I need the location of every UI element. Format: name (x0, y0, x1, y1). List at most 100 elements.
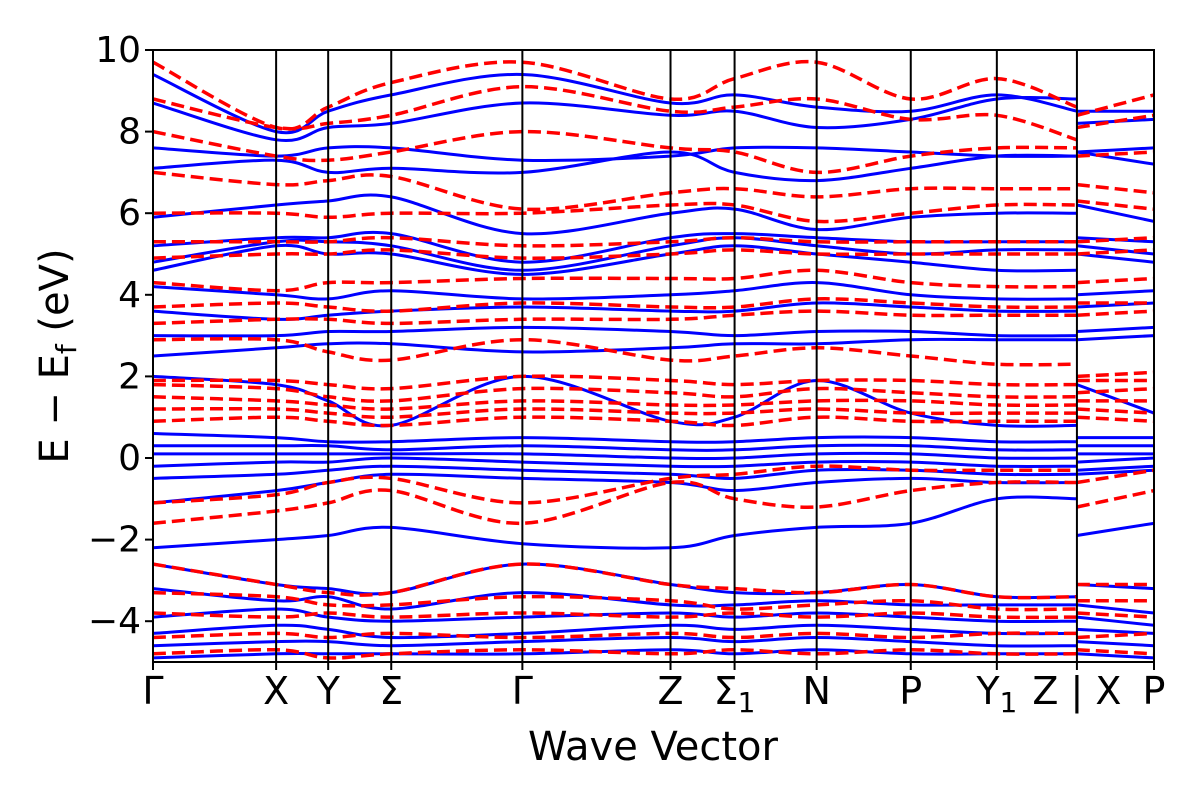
spin-down-band-10-segment-1 (1076, 276, 1154, 285)
x-tick-label-10: Z | X (1032, 669, 1121, 714)
spin-down-band-20-segment-0 (153, 611, 1077, 620)
x-tick-label-7: N (802, 669, 830, 713)
y-tick-label-6: 8 (118, 112, 141, 153)
spin-up-band-22-segment-1 (1076, 615, 1154, 627)
spin-down-band-11-segment-0 (153, 248, 1077, 260)
spin-up-band-18-segment-0 (153, 95, 1077, 143)
spin-down-band-16-segment-0 (153, 84, 1078, 142)
y-tick-label-7: 10 (95, 30, 141, 71)
spin-up-band-3-segment-1 (1076, 456, 1154, 464)
spin-down-band-5-segment-0 (153, 382, 1077, 403)
y-tick-label-3: 2 (118, 356, 141, 397)
x-axis-label: Wave Vector (528, 724, 779, 770)
spin-down-band-7-segment-1 (1076, 370, 1154, 379)
spin-down-band-12-segment-0 (153, 235, 1077, 248)
spin-down-band-8-segment-0 (153, 309, 1077, 326)
x-tick-label-1: X (263, 669, 289, 713)
spin-up-band-3-segment-0 (153, 456, 1077, 469)
spin-up-band-0-segment-1 (1076, 521, 1154, 537)
x-tick-label-11: P (1143, 669, 1166, 713)
spin-down-band-9-segment-0 (153, 297, 1077, 313)
spin-down-band-1-segment-0 (153, 464, 1077, 505)
spin-up-band-11-segment-0 (153, 281, 1077, 301)
spin-down-band-5-segment-1 (1076, 386, 1154, 395)
spin-up-band-8-segment-0 (153, 337, 1077, 358)
spin-down-band-2-segment-1 (1076, 415, 1154, 424)
x-tick-label-0: Γ (142, 669, 163, 713)
spin-down-band-16-segment-1 (1076, 113, 1154, 130)
y-tick-label-2: 0 (118, 438, 141, 479)
y-axis-label-sub: f (50, 343, 83, 354)
spin-up-band-17-segment-1 (1076, 146, 1154, 154)
spin-up-band-25-segment-1 (1076, 652, 1154, 660)
spin-down-band-19-segment-0 (153, 590, 1077, 612)
x-tick-label-9: Y1 (975, 669, 1017, 719)
spin-up-band-16-segment-0 (153, 150, 1077, 183)
spin-up-band-24-segment-0 (153, 636, 1077, 648)
spin-down-band-14-segment-1 (1076, 182, 1154, 195)
spin-down-band-21-segment-0 (153, 631, 1077, 640)
spin-down-band-22-segment-1 (1076, 648, 1154, 656)
spin-up-band-12-segment-0 (153, 243, 1077, 276)
spin-down-band-10-segment-0 (153, 268, 1077, 293)
spin-down-band-21-segment-1 (1076, 631, 1154, 640)
high-symmetry-lines (275, 50, 1078, 662)
spin-down-band-4-segment-0 (153, 395, 1077, 411)
x-tick-label-2: Y (316, 669, 341, 713)
spin-down-band-18-segment-0 (153, 562, 1077, 600)
spin-up-band-1-segment-1 (1076, 468, 1154, 476)
spin-down-band-17-segment-0 (153, 59, 1078, 131)
spin-up-band-4-segment-0 (153, 451, 1077, 461)
spin-down-band-22-segment-0 (153, 647, 1077, 660)
spin-up-band-2-segment-1 (1076, 464, 1154, 472)
y-tick-label-1: −2 (88, 520, 141, 561)
spin-up-band-13-segment-1 (1076, 244, 1154, 256)
spin-up-band-8-segment-1 (1076, 334, 1154, 342)
spin-down-band-7-segment-0 (153, 337, 1077, 367)
spin-up-band-9-segment-0 (153, 325, 1077, 338)
spin-down-band-11-segment-1 (1076, 248, 1154, 256)
spin-down-band-17-segment-1 (1076, 93, 1154, 117)
spin-down-band-0-segment-1 (1076, 488, 1154, 509)
spin-up-band-9-segment-1 (1076, 325, 1154, 333)
spin-up-band-15-segment-0 (153, 193, 1077, 236)
spin-down-band-3-segment-0 (153, 406, 1077, 420)
spin-down-band-12-segment-1 (1076, 235, 1154, 244)
spin-down-band-0-segment-0 (153, 480, 1077, 526)
spin-up-band-0-segment-0 (153, 495, 1077, 550)
x-tick-label-6: Σ1 (714, 669, 756, 719)
spin-down-band-2-segment-0 (153, 415, 1077, 428)
y-tick-label-5: 6 (118, 193, 141, 234)
spin-up-band-21-segment-1 (1076, 603, 1154, 615)
spin-down-band-20-segment-1 (1076, 611, 1154, 619)
x-tick-label-5: Z (657, 669, 683, 713)
plot-frame (152, 49, 1155, 663)
y-axis-ticks: −4 −2 0 2 4 6 8 10 (88, 30, 153, 642)
spin-up-band-23-segment-1 (1076, 627, 1154, 635)
spin-up-band-15-segment-1 (1076, 203, 1154, 223)
spin-up-band-24-segment-1 (1076, 640, 1154, 648)
spin-down-band-14-segment-0 (153, 170, 1077, 212)
spin-down-band-3-segment-1 (1076, 407, 1154, 415)
y-axis-label-unit: (eV) (32, 248, 78, 344)
spin-down-band-13-segment-1 (1076, 199, 1154, 211)
spin-up-band-11-segment-1 (1076, 289, 1154, 297)
spin-up-band-21-segment-0 (153, 587, 1077, 611)
spin-down-band-6-segment-0 (153, 374, 1077, 391)
spin-up-band-5-segment-0 (153, 443, 1077, 452)
spin-down-band-13-segment-0 (153, 201, 1077, 224)
plot-background (153, 50, 1154, 662)
bands-layer (153, 59, 1154, 660)
x-tick-label-8: P (899, 669, 922, 713)
y-tick-label-0: −4 (88, 601, 141, 642)
x-tick-label-4: Γ (512, 669, 533, 713)
spin-up-band-23-segment-0 (153, 623, 1077, 640)
y-axis-label-main: E − E (32, 354, 78, 464)
spin-down-band-15-segment-1 (1076, 150, 1154, 158)
x-tick-label-3: Σ (379, 669, 403, 713)
spin-up-band-6-segment-0 (153, 432, 1077, 444)
spin-up-band-19-segment-0 (153, 72, 1078, 135)
y-axis-label: E − Ef (eV) (32, 248, 83, 463)
x-axis-labels: Γ X Y Σ Γ Z Σ1 N P Y1 Z | X P (142, 662, 1165, 719)
